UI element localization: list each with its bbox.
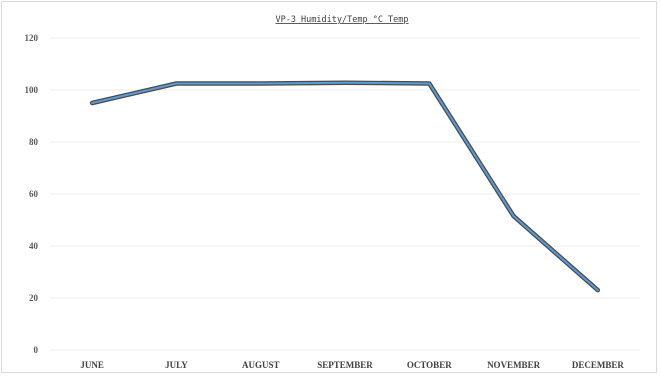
chart-title: VP-3 Humidity/Temp °C Temp (275, 15, 408, 25)
series-line (91, 81, 599, 292)
series-lines (89, 80, 601, 293)
x-tick-label: JULY (165, 360, 188, 370)
data-point (259, 82, 262, 85)
data-point (344, 81, 346, 84)
y-tick-label: 80 (29, 137, 39, 147)
data-point (175, 82, 178, 85)
x-tick-label: NOVEMBER (487, 360, 541, 370)
y-axis-ticks: 0 20 40 60 80 100 120 (25, 33, 39, 355)
x-tick-label: DECEMBER (572, 360, 625, 370)
data-point (91, 102, 94, 104)
data-point (596, 289, 599, 292)
y-tick-label: 0 (34, 345, 39, 355)
x-tick-label: AUGUST (242, 360, 280, 370)
y-tick-label: 40 (29, 241, 39, 251)
series-line-shadow (89, 80, 601, 293)
y-tick-label: 60 (29, 189, 39, 199)
x-tick-label: JUNE (80, 360, 104, 370)
gridlines (50, 37, 640, 351)
x-tick-label: SEPTEMBER (317, 360, 373, 370)
y-tick-label: 20 (29, 293, 39, 303)
y-tick-label: 100 (25, 85, 39, 95)
x-axis-ticks: JUNE JULY AUGUST SEPTEMBER OCTOBER NOVEMBER DE… (80, 360, 624, 370)
data-point (512, 215, 515, 218)
chart-frame (1, 1, 657, 373)
x-tick-label: OCTOBER (407, 360, 452, 370)
y-tick-label: 120 (25, 33, 39, 43)
data-point (428, 82, 431, 85)
